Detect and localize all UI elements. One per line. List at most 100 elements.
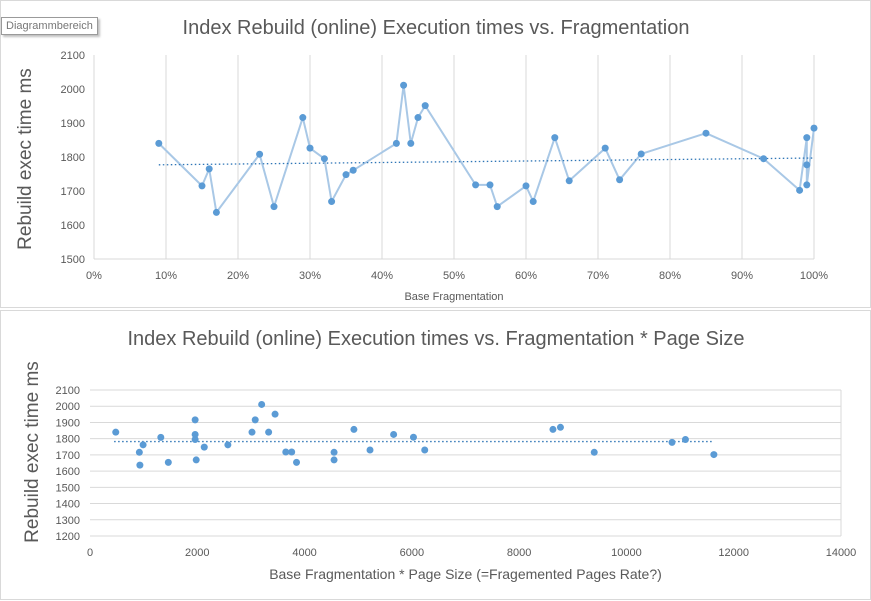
data-point [421,102,429,110]
data-point [616,176,624,184]
y-tick-label: 2100 [56,385,80,397]
chart-area-fragmentation[interactable]: 0% 10% 20% 30% 40% 50% 60% 70% 80% 90% 100% 1500 160… [0,0,871,308]
x-tick-label: 8000 [507,547,531,559]
data-point [328,198,336,206]
data-point [282,448,290,456]
x-tick-label: 6000 [400,547,424,559]
data-point [366,446,374,454]
x-tick-label: 100% [800,270,828,282]
chart-fragmentation-page-size-svg: 0 2000 4000 6000 8000 10000 12000 14000 1200 1300… [22,328,857,582]
y-tick-label: 1600 [56,466,80,478]
x-tick-label: 14000 [826,547,857,559]
data-point [350,425,358,433]
data-point [248,428,256,436]
data-point [155,139,163,147]
data-point [400,81,408,89]
chart-area-tooltip: Diagrammbereich [1,17,98,35]
data-point [392,139,400,147]
data-point [164,458,172,466]
data-point [320,155,328,163]
x-tick-label: 10% [155,270,177,282]
data-point [551,134,559,142]
y-tick-label: 2000 [61,84,85,96]
data-point [205,165,213,173]
trendline [158,157,815,166]
data-point [299,114,307,122]
y-axis-title: Rebuild exec time ms [22,361,43,543]
data-point [796,186,804,194]
data-point [414,114,422,122]
y-tick-label: 1800 [61,152,85,164]
data-point [810,124,818,132]
chart-area-fragmentation-page-size[interactable]: 0 2000 4000 6000 8000 10000 12000 14000 1200 1300… [0,310,871,600]
data-point [407,139,415,147]
x-tick-label: 40% [371,270,393,282]
data-point [157,433,165,441]
data-point [668,438,676,446]
chart-title: Index Rebuild (online) Execution times v… [128,328,745,350]
y-tick-label: 1700 [61,186,85,198]
x-tick-label: 2000 [185,547,209,559]
x-tick-label: 4000 [292,547,316,559]
data-point [135,448,143,456]
data-point [409,433,417,441]
y-axis-title: Rebuild exec time ms [15,68,36,250]
data-point [390,430,398,438]
data-point [522,182,530,190]
x-tick-label: 60% [515,270,537,282]
chart-fragmentation-svg: 0% 10% 20% 30% 40% 50% 60% 70% 80% 90% 100% 1500 160… [15,17,828,303]
data-point [342,171,350,179]
data-point [493,203,501,211]
data-point [139,441,147,449]
data-point [529,198,537,206]
y-tick-label: 1400 [56,499,80,511]
x-tick-label: 0 [87,547,93,559]
series-line [158,84,815,214]
data-point [251,416,259,424]
data-point [556,423,564,431]
data-point [191,435,199,443]
y-tick-label: 1500 [61,254,85,266]
data-point [760,155,768,163]
data-point [702,129,710,137]
data-point [224,441,232,449]
data-point [349,166,357,174]
data-point [288,448,296,456]
x-tick-label: 50% [443,270,465,282]
data-point [565,177,573,185]
data-point [258,400,266,408]
data-point [270,203,278,211]
y-tick-label: 1900 [61,118,85,130]
y-tick-label: 1200 [56,531,80,543]
data-point [803,134,811,142]
data-point [306,144,314,152]
x-tick-label: 30% [299,270,321,282]
x-tick-label: 80% [659,270,681,282]
data-point [601,144,609,152]
y-tick-label: 2000 [56,401,80,413]
data-point [637,150,645,158]
data-point [191,430,199,438]
data-point [112,428,120,436]
data-point [256,150,264,158]
data-point [330,448,338,456]
y-tick-label: 1600 [61,220,85,232]
x-tick-label: 0% [86,270,102,282]
x-axis-title: Base Fragmentation [404,291,503,303]
data-point [421,446,429,454]
data-point [472,181,480,189]
y-tick-label: 1500 [56,482,80,494]
y-tick-label: 1300 [56,515,80,527]
data-point [549,425,557,433]
x-tick-label: 20% [227,270,249,282]
y-tick-label: 1700 [56,450,80,462]
data-point [265,428,273,436]
data-point [293,458,301,466]
y-tick-label: 2100 [61,50,85,62]
x-tick-label: 12000 [718,547,749,559]
data-point [212,208,220,216]
data-point [590,448,598,456]
x-axis-title: Base Fragmentation * Page Size (=Frageme… [269,566,662,582]
x-tick-label: 70% [587,270,609,282]
chart-title: Index Rebuild (online) Execution times v… [183,17,690,39]
